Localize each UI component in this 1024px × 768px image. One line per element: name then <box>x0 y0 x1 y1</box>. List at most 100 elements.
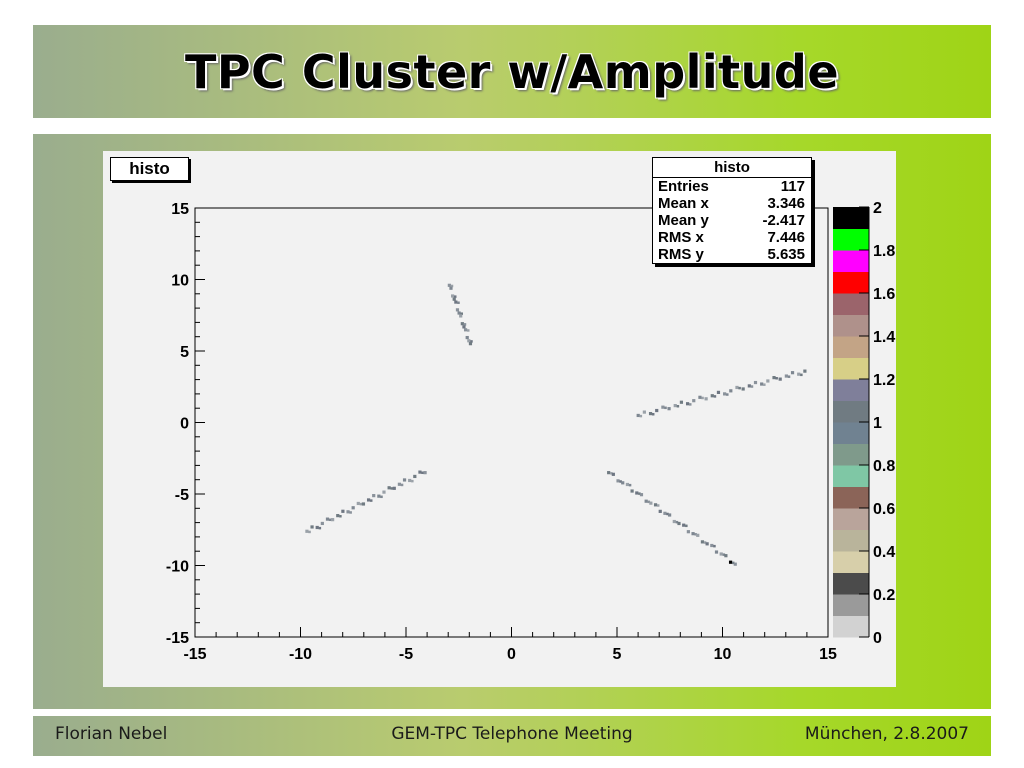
y-tick-label: 5 <box>180 344 189 361</box>
histogram-bin <box>728 560 733 564</box>
y-tick-label: 15 <box>171 201 189 218</box>
histogram-bin <box>359 502 363 506</box>
histogram-bin <box>380 495 383 499</box>
stat-label: RMS x <box>658 229 704 246</box>
palette-swatch <box>833 357 869 380</box>
palette-swatch <box>833 508 869 530</box>
stat-label: RMS y <box>658 246 704 263</box>
stat-label: Mean y <box>658 212 709 229</box>
histogram-bin <box>372 494 376 498</box>
histogram-bin <box>775 377 778 380</box>
histogram-bin <box>423 471 427 475</box>
histogram-bin <box>787 375 791 378</box>
palette-swatch <box>833 572 869 595</box>
stat-value: 7.446 <box>767 229 805 246</box>
histogram-bin <box>611 472 615 476</box>
histogram-bin <box>382 490 386 494</box>
x-tick-label: -10 <box>289 646 312 663</box>
histogram-bin <box>462 325 466 329</box>
histogram-bin <box>377 494 381 498</box>
histogram-bin <box>664 406 667 410</box>
z-tick-label: 0 <box>873 630 882 647</box>
histogram-bin <box>704 397 708 401</box>
histogram-bin <box>766 379 770 383</box>
histogram-bin <box>685 402 690 406</box>
color-palette <box>833 207 869 638</box>
histogram-bin <box>763 383 766 386</box>
stat-value: 5.635 <box>767 246 805 263</box>
palette-swatch <box>833 615 869 638</box>
histogram-bin <box>466 329 470 332</box>
histogram-bin <box>696 533 700 537</box>
histogram-bin <box>454 295 457 298</box>
histogram-bin <box>772 376 776 380</box>
histogram-bin <box>673 403 677 408</box>
z-tick-label: 1 <box>873 415 882 432</box>
histogram-bin <box>470 340 473 343</box>
histogram-bin <box>682 523 686 527</box>
x-tick-label: 5 <box>613 646 622 663</box>
histogram-bin <box>460 322 464 326</box>
histogram-bin <box>653 503 658 507</box>
z-tick-label: 0.8 <box>873 458 895 475</box>
histogram-bin <box>339 515 342 518</box>
histogram-bin <box>658 509 662 513</box>
histogram-bin <box>716 390 721 394</box>
histogram-bin <box>635 491 639 495</box>
histogram-bin <box>460 312 463 315</box>
histogram-bin <box>784 374 788 378</box>
histogram-bin <box>639 414 643 418</box>
histogram-bin <box>418 470 422 474</box>
histogram-bin <box>642 410 646 414</box>
palette-swatch <box>833 336 869 358</box>
histogram-bin <box>685 524 688 528</box>
histogram-bins <box>305 283 807 566</box>
stat-row-mean-x: Mean x 3.346 <box>653 195 811 212</box>
histogram-bin <box>366 498 371 502</box>
histogram-bin <box>672 519 676 524</box>
x-tick-label: -5 <box>399 646 413 663</box>
histogram-bin <box>351 506 355 510</box>
z-tick-label: 0.4 <box>873 544 895 561</box>
x-tick-label: -15 <box>183 646 206 663</box>
histogram-bin <box>686 530 690 534</box>
histogram-bin <box>638 492 641 495</box>
histogram-bin <box>369 499 373 502</box>
histogram-bin <box>790 371 795 375</box>
histogram-bin <box>655 408 659 413</box>
z-tick-label: 0.6 <box>873 501 895 518</box>
y-tick-label: 0 <box>180 416 189 433</box>
histogram-bin <box>320 521 324 526</box>
histogram-bin <box>701 396 704 400</box>
histogram-bin <box>661 405 665 409</box>
histogram-bin <box>325 517 330 521</box>
histogram-bin <box>455 308 460 312</box>
histogram-bin <box>713 544 716 548</box>
stat-label: Entries <box>658 178 709 195</box>
histogram-bin <box>705 542 709 546</box>
histogram-bin <box>463 328 468 332</box>
histogram-title: histo <box>110 157 189 181</box>
palette-swatch <box>833 594 869 616</box>
histogram-bin <box>465 335 469 340</box>
histogram-bin <box>408 478 412 483</box>
histogram-bin <box>679 400 684 404</box>
palette-swatch <box>833 250 869 272</box>
stat-value: 3.346 <box>767 195 805 212</box>
histogram-bin <box>639 493 644 497</box>
z-tick-label: 1.2 <box>873 372 895 389</box>
histogram-bin <box>463 323 467 326</box>
y-tick-label: -15 <box>166 630 189 647</box>
histogram-bin <box>328 518 332 522</box>
plot-frame <box>194 207 829 638</box>
palette-swatch <box>833 551 869 573</box>
stats-title: histo <box>653 158 811 178</box>
palette-swatch <box>833 422 869 444</box>
footer-bar: Florian Nebel GEM-TPC Telephone Meeting … <box>33 716 991 756</box>
histogram-bin <box>651 412 655 416</box>
histogram-bin <box>630 489 634 493</box>
palette-swatch <box>833 465 869 487</box>
histogram-bin <box>341 509 345 513</box>
palette-swatch <box>833 529 869 552</box>
histogram-bin <box>356 501 360 506</box>
